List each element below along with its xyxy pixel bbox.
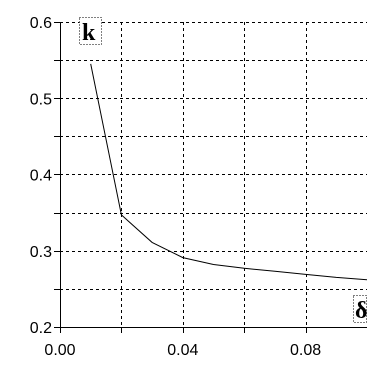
x-tick-label: 0.00 bbox=[44, 342, 75, 359]
y-tick-label: 0.5 bbox=[30, 91, 52, 108]
series-line bbox=[90, 63, 367, 281]
tick-labels: 0.00 0.04 0.08 0.2 0.3 0.4 0.5 0.6 bbox=[30, 15, 322, 359]
x-axis-name-box bbox=[353, 295, 367, 323]
y-axis-name: k bbox=[82, 20, 96, 46]
x-tick-label: 0.04 bbox=[167, 342, 198, 359]
grid bbox=[60, 22, 367, 327]
y-axis-name-group: k bbox=[79, 17, 102, 46]
y-tick-label: 0.4 bbox=[30, 168, 52, 185]
x-axis-name: δ bbox=[355, 298, 367, 324]
y-axis-name-box bbox=[79, 17, 102, 45]
series-layer bbox=[90, 63, 367, 281]
y-tick-label: 0.6 bbox=[30, 15, 52, 32]
x-tick-label: 0.08 bbox=[290, 342, 321, 359]
y-tick-label: 0.2 bbox=[30, 320, 52, 337]
y-tick-label: 0.3 bbox=[30, 244, 52, 261]
axes bbox=[54, 22, 367, 333]
x-axis-name-group: δ bbox=[353, 295, 367, 324]
